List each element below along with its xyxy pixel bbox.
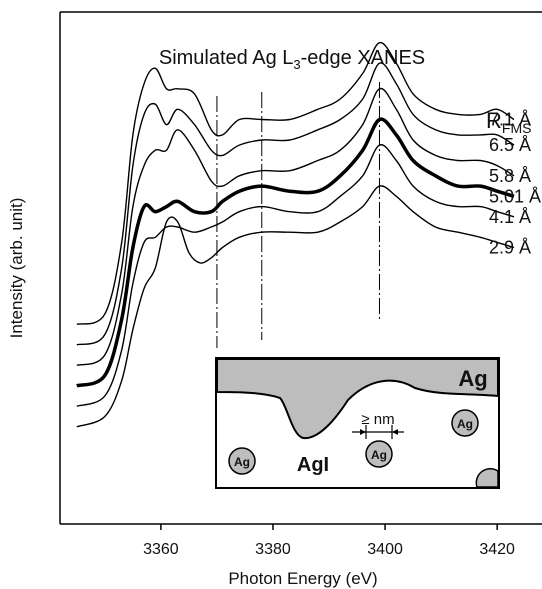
scale-arrowhead	[360, 429, 366, 435]
series-line	[76, 41, 515, 325]
x-tick-label: 3420	[479, 541, 515, 558]
series-line	[76, 144, 515, 407]
legend-label: 5.8 Å	[489, 166, 531, 186]
scale-indicator: ≥ nm	[352, 411, 404, 439]
ag-particle-label: Ag	[234, 455, 250, 469]
x-axis-label: Photon Energy (eV)	[228, 569, 377, 588]
ag-particle-label: Ag	[371, 448, 387, 462]
legend-label: 2.9 Å	[489, 238, 531, 258]
series-line	[76, 62, 515, 346]
legend-label: 5.01 Å	[489, 186, 541, 206]
legend-label: 4.1 Å	[489, 207, 531, 227]
inset-ag-layer	[216, 358, 499, 440]
x-tick-label: 3360	[143, 541, 179, 558]
ag-particle-label: Ag	[457, 417, 473, 431]
ag-particle-circle	[451, 409, 479, 437]
scale-arrowhead	[392, 429, 398, 435]
legend-label: 7.1 Å	[489, 110, 531, 130]
legend-label: 6.5 Å	[489, 135, 531, 155]
x-tick-label: 3400	[367, 541, 403, 558]
inset-corner-particle	[475, 467, 499, 488]
inset-main-label: AgI	[297, 454, 329, 476]
ag-particle: Ag	[451, 409, 479, 437]
chart-title: Simulated Ag L3-edge XANES	[159, 47, 425, 72]
series-line	[76, 117, 515, 388]
inset-schematic: Ag AgI Ag Ag Ag ≥ nm	[215, 357, 500, 489]
ag-particle: Ag	[365, 440, 393, 468]
x-tick-label: 3380	[255, 541, 291, 558]
y-axis-label: Intensity (arb. unit)	[7, 198, 26, 339]
scale-label: ≥ nm	[361, 411, 394, 428]
chart-title-subscript: 3	[293, 57, 300, 72]
ag-particle-circle	[228, 447, 256, 475]
legend-header: RFMS	[486, 108, 531, 136]
series-line	[76, 185, 515, 428]
ag-particle: Ag	[228, 447, 256, 475]
series-line	[76, 87, 515, 366]
inset-top-label: Ag	[458, 366, 487, 391]
ag-particle-circle	[365, 440, 393, 468]
